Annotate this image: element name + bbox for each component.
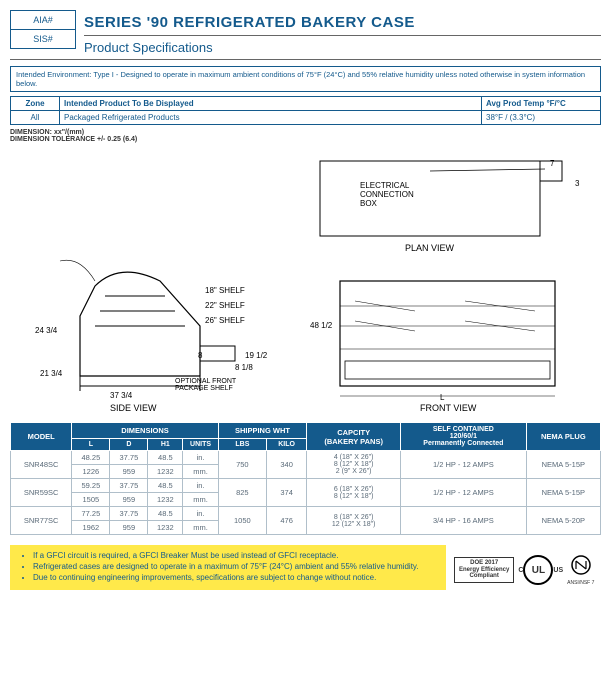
notes-box: If a GFCI circuit is required, a GFCI Br… <box>10 545 446 590</box>
nsf-badge: ANSI/NSF 7 <box>567 554 594 586</box>
environment-note: Intended Environment: Type I - Designed … <box>10 66 601 92</box>
sis-box: SIS# <box>10 30 76 49</box>
ul-badge: UL <box>523 555 553 585</box>
page-title: SERIES '90 REFRIGERATED BAKERY CASE <box>84 10 601 33</box>
doe-badge: DOE 2017 Energy Efficiency Compliant <box>454 557 514 583</box>
dimension-notes: DIMENSION: xx"/(mm) DIMENSION TOLERANCE … <box>10 129 601 143</box>
technical-drawings: ELECTRICAL CONNECTION BOX 7 3 PLAN VIEW … <box>10 151 601 416</box>
front-view-svg <box>325 271 585 406</box>
ecb-label: ELECTRICAL CONNECTION BOX <box>360 181 414 208</box>
spec-table: MODEL DIMENSIONS SHIPPING WHT CAPCITY (B… <box>10 422 601 535</box>
header: AIA# SIS# SERIES '90 REFRIGERATED BAKERY… <box>10 10 601 57</box>
front-view-label: FRONT VIEW <box>420 403 476 413</box>
page-subtitle: Product Specifications <box>84 38 601 57</box>
side-view-label: SIDE VIEW <box>110 403 157 413</box>
plan-view-label: PLAN VIEW <box>405 243 454 253</box>
zone-table: ZoneIntended Product To Be DisplayedAvg … <box>10 96 601 125</box>
plan-view-svg <box>310 151 580 251</box>
aia-box: AIA# <box>10 10 76 30</box>
